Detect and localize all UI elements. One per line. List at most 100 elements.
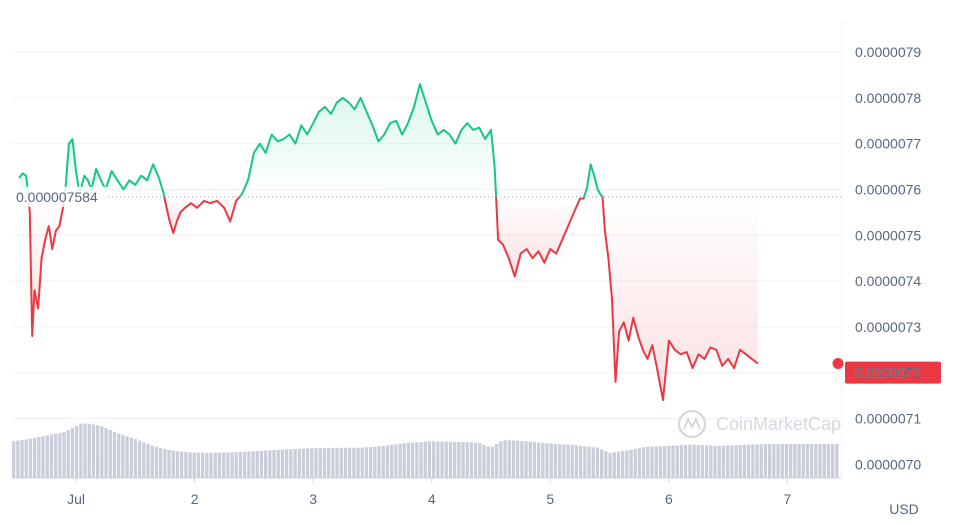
y-tick-label: 0.0000072	[855, 365, 921, 381]
volume-bar	[625, 450, 629, 478]
volume-bar	[264, 450, 268, 478]
volume-bar	[537, 442, 541, 478]
volume-bar	[747, 444, 751, 478]
volume-bar	[171, 450, 175, 478]
volume-bar	[717, 445, 721, 478]
volume-bar	[49, 434, 54, 478]
volume-bar	[108, 429, 112, 478]
volume-bar	[822, 444, 826, 478]
volume-bar	[146, 444, 150, 478]
volume-bar	[285, 449, 289, 478]
volume-bar	[789, 444, 793, 478]
volume-bar	[322, 448, 327, 478]
volume-bar	[104, 428, 108, 478]
y-tick-label: 0.0000070	[855, 456, 921, 472]
coinmarketcap-logo-icon	[677, 409, 707, 439]
volume-bar	[87, 424, 91, 478]
volume-bar	[360, 447, 364, 478]
volume-bar	[604, 451, 608, 478]
reference-price-value: 0.000007584	[16, 189, 98, 205]
x-tick-label: 4	[428, 491, 436, 507]
volume-bar	[436, 441, 440, 478]
volume-bar	[671, 445, 675, 478]
volume-bar	[742, 444, 747, 478]
volume-bar	[448, 441, 453, 478]
area-below-reference	[496, 196, 585, 277]
x-axis: Jul 2 3 4 5 6 7	[67, 478, 792, 507]
volume-bar	[810, 444, 814, 478]
volume-bar	[58, 433, 62, 478]
volume-bar	[201, 452, 205, 478]
area-above-reference	[64, 139, 165, 197]
volume-bar	[474, 442, 478, 478]
x-tick-label: 5	[546, 491, 554, 507]
volume-bar	[684, 445, 688, 478]
volume-bar	[406, 442, 411, 478]
volume-bar	[112, 431, 117, 478]
volume-bar	[637, 448, 642, 478]
volume-bar	[238, 452, 243, 478]
volume-bar	[352, 447, 356, 478]
volume-bar	[348, 447, 352, 478]
volume-bar	[83, 423, 87, 478]
volume-bar	[159, 447, 163, 478]
volume-bar	[646, 446, 650, 478]
volume-bar	[726, 445, 730, 478]
price-line-up-segment	[583, 163, 604, 198]
watermark-text: CoinMarketCap	[716, 414, 841, 434]
volume-bar	[579, 445, 583, 478]
volume-bar	[650, 446, 654, 478]
coinmarketcap-logo-mark-icon	[683, 416, 701, 430]
volume-bar	[222, 452, 226, 478]
volume-bar	[440, 441, 444, 478]
volume-bar	[293, 448, 297, 478]
volume-bar	[574, 445, 579, 478]
volume-bar	[234, 452, 238, 478]
volume-bar	[16, 440, 20, 478]
volume-bar	[713, 445, 717, 478]
volume-bar	[700, 445, 705, 478]
y-tick-label: 0.0000079	[855, 44, 921, 60]
volume-bar	[150, 445, 154, 478]
y-tick-label: 0.0000075	[855, 227, 921, 243]
volume-bar	[419, 442, 423, 478]
volume-bar	[432, 441, 436, 478]
volume-bar	[268, 450, 272, 478]
volume-bar	[453, 441, 457, 478]
current-price-value: 0.0000072	[855, 365, 921, 381]
volume-bar	[402, 443, 406, 478]
volume-bar	[226, 452, 230, 478]
volume-bar	[545, 443, 549, 478]
volume-bar	[784, 444, 789, 478]
volume-bar	[394, 444, 398, 478]
volume-bar	[167, 450, 171, 478]
volume-bar	[45, 435, 49, 478]
volume-bar	[423, 441, 427, 478]
volume-bar	[96, 425, 100, 478]
volume-bar	[209, 452, 213, 478]
volume-bar	[495, 444, 499, 478]
volume-bar	[272, 450, 276, 478]
volume-bar	[91, 424, 96, 478]
volume-bar	[243, 451, 247, 478]
area-below-reference	[164, 196, 240, 233]
volume-bar	[33, 437, 37, 478]
volume-bar	[427, 441, 432, 478]
volume-bar	[142, 442, 146, 478]
y-tick-label: 0.0000078	[855, 90, 921, 106]
volume-bar	[642, 447, 646, 478]
volume-bar	[175, 451, 180, 478]
volume-bar	[184, 452, 188, 478]
volume-bar	[138, 440, 142, 478]
volume-bar	[217, 452, 222, 478]
volume-bar	[797, 444, 801, 478]
volume-bar	[776, 444, 780, 478]
area-above-reference	[239, 84, 497, 197]
volume-bar	[62, 432, 66, 478]
volume-bar	[688, 444, 692, 478]
volume-bar	[490, 446, 495, 478]
volume-bar	[121, 434, 125, 478]
volume-bar	[629, 449, 633, 478]
